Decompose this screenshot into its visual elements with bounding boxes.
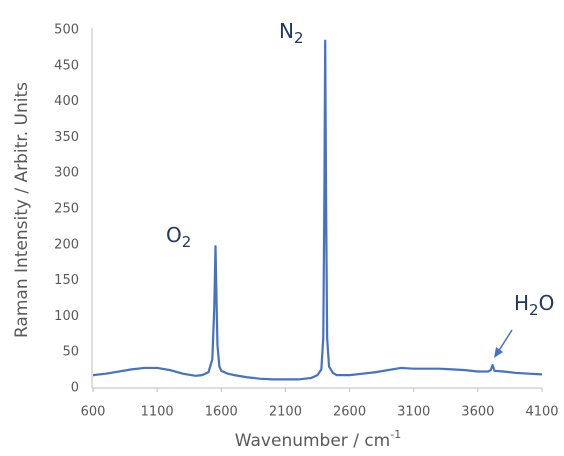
y-tick-label: 200 [54, 237, 79, 252]
y-tick-label: 350 [54, 130, 79, 145]
x-tick-label: 2100 [269, 405, 302, 420]
annotation-part: N [279, 19, 294, 43]
x-tick-label: 600 [81, 405, 106, 420]
y-axis-label: Raman Intensity / Arbitr. Units [12, 82, 32, 338]
y-tick-label: 0 [71, 381, 79, 396]
x-axis-label-main: Wavenumber / cm [235, 431, 390, 451]
annotation-part: 2 [294, 29, 304, 47]
annotation: O2 [166, 223, 191, 251]
annotation-part: H [514, 291, 529, 315]
x-tick-label: 3600 [461, 405, 494, 420]
annotation-part: 2 [182, 233, 192, 251]
y-tick-label: 50 [62, 345, 79, 360]
annotation-part: 2 [529, 301, 539, 319]
annotation-arrow [497, 329, 513, 353]
x-tick-label: 4100 [525, 405, 558, 420]
y-tick-label: 150 [54, 273, 79, 288]
annotation-part: O [539, 291, 555, 315]
x-tick-label: 1100 [141, 405, 174, 420]
y-tick-label: 450 [54, 58, 79, 73]
y-tick-label: 500 [54, 23, 79, 38]
x-tick-label: 2600 [333, 405, 366, 420]
spectrum-line [92, 39, 543, 381]
y-tick-label: 250 [54, 202, 79, 217]
x-axis-label-sup: -1 [390, 428, 401, 441]
y-tick-label: 300 [54, 166, 79, 181]
x-tick-label: 1600 [205, 405, 238, 420]
y-tick-label: 100 [54, 309, 79, 324]
annotation: N2 [279, 19, 304, 47]
annotation-arrowhead [494, 347, 503, 358]
annotation-part: O [166, 223, 182, 247]
x-axis-label: Wavenumber / cm-1 [235, 428, 401, 451]
annotation: H2O [514, 291, 554, 319]
x-tick-label: 3100 [397, 405, 430, 420]
y-tick-label: 400 [54, 94, 79, 109]
